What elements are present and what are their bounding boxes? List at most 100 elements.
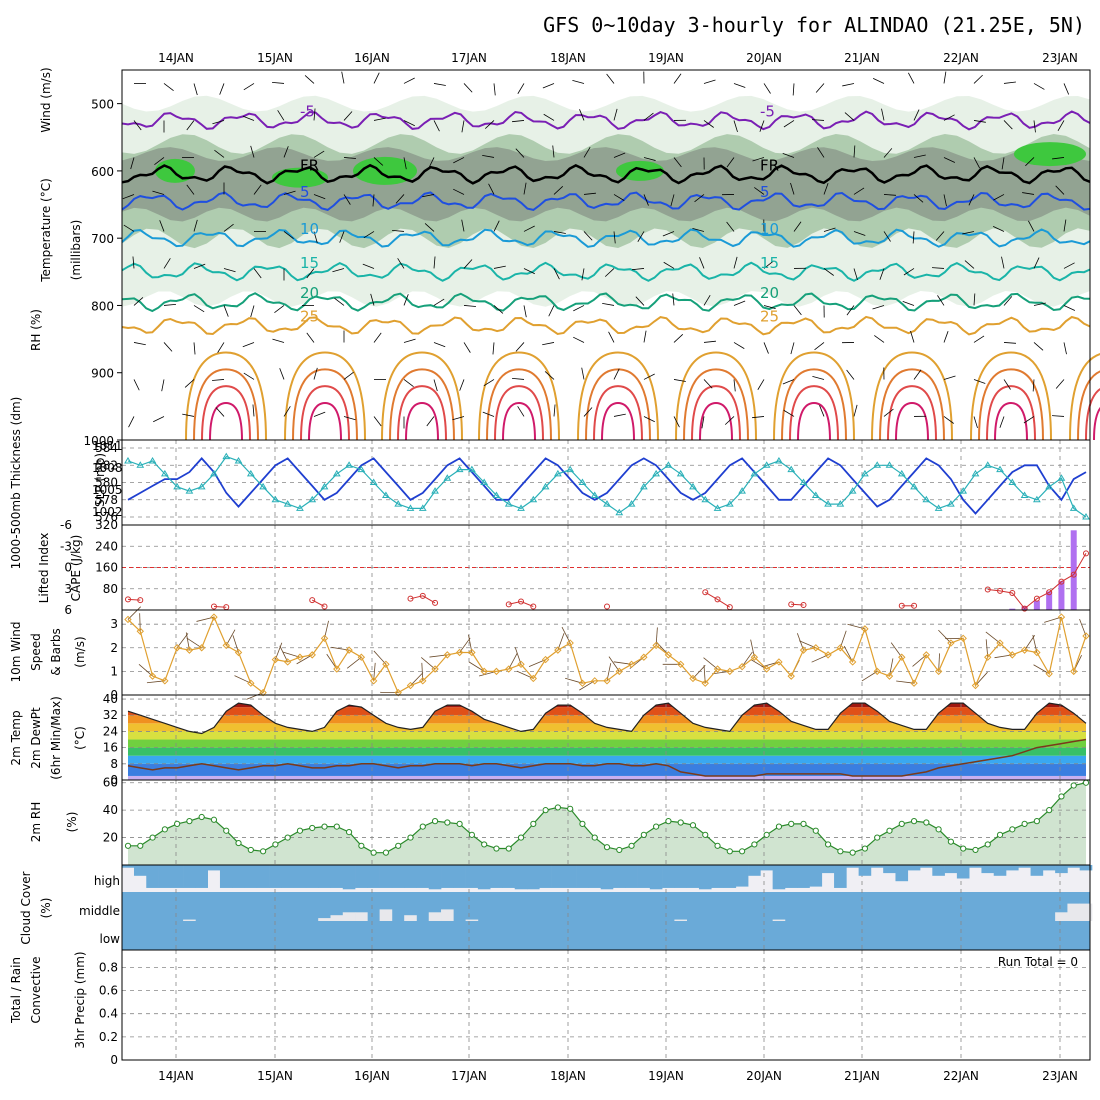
cloud-bar-high [662, 865, 675, 888]
ytick-left: -6 [60, 518, 72, 532]
wind-speed-point [676, 660, 685, 669]
thickness-point [1020, 491, 1029, 498]
rh-point [223, 827, 230, 834]
wind-barb [161, 379, 165, 392]
cloud-bar-middle [355, 912, 368, 921]
wind-barb [186, 184, 195, 195]
wind-barb [872, 305, 885, 310]
wind-barb [461, 219, 465, 232]
wind-barb-10m [703, 657, 718, 670]
wind-barb [283, 231, 294, 239]
rh-point [1070, 782, 1077, 789]
isotherm-10 [121, 228, 1091, 248]
wind-barb [426, 416, 435, 427]
wind-barb [523, 182, 527, 195]
thickness-point [529, 495, 538, 503]
wind-barb [283, 406, 291, 417]
rh-point [837, 848, 844, 855]
surface-isotherm [201, 385, 251, 441]
surface-isotherm [1069, 353, 1100, 441]
wind-speed-point [283, 658, 292, 666]
rh-point [603, 844, 611, 851]
wind-speed-point [1033, 648, 1041, 657]
wind-barb [403, 77, 415, 84]
ytick-left: 580 [95, 476, 118, 490]
wind-speed-point [787, 672, 795, 680]
ylabel-thickness: 1000-500mb Thickness (dm) [9, 397, 23, 570]
ytick: 0 [110, 773, 118, 787]
cloud-bar-high [293, 865, 307, 888]
rh-point [996, 831, 1004, 838]
cloud-bar-high [465, 865, 479, 888]
rh-point [530, 820, 537, 827]
thickness-point [1069, 504, 1078, 511]
cloud-bar-high [391, 865, 405, 888]
cloud-bar-high [1055, 865, 1068, 874]
cloud-bar-high [563, 865, 577, 888]
thickness-point [811, 491, 820, 498]
wind-barb [395, 194, 405, 204]
rh-point [370, 849, 377, 856]
wind-speed-point [541, 655, 550, 664]
rh-point [395, 842, 402, 849]
rh-point [702, 831, 709, 838]
wind-barb [1032, 379, 1035, 392]
cloud-bar-high [527, 865, 540, 890]
wind-barb [392, 230, 405, 232]
wind-barb [223, 268, 236, 273]
surface-isotherm [284, 351, 366, 441]
wind-barb [908, 72, 915, 84]
surface-isotherm [389, 368, 455, 441]
wind-barb [186, 120, 195, 131]
xtick-label-top: 21JAN [844, 51, 880, 65]
rh-point [591, 834, 598, 841]
wind-barb [428, 157, 435, 169]
ylabel-temp-3: (6hr Min/Max) [49, 696, 63, 780]
thickness-point [983, 461, 992, 468]
wind-speed-point [455, 648, 464, 657]
xtick-label-bottom: 20JAN [746, 1069, 782, 1083]
rh-area [128, 782, 1086, 865]
ytick: 0 [110, 1053, 118, 1067]
wind-barb [1003, 81, 1016, 84]
surface-isotherm [773, 351, 855, 441]
cloud-level-label: middle [79, 904, 120, 918]
wind-speed-point [222, 641, 230, 650]
cloud-bar-high [698, 865, 712, 890]
ytick-right: 1008 [92, 461, 123, 475]
wind-barb-10m [912, 654, 927, 667]
surface-isotherm [675, 351, 757, 441]
wind-barb [637, 231, 645, 242]
cloud-bar-high [133, 865, 147, 876]
wind-barb [763, 260, 774, 269]
rh-point [1009, 826, 1016, 833]
ytick-left: 578 [95, 493, 118, 507]
wind-barb-10m [565, 677, 583, 684]
cloud-bar-high [711, 865, 724, 888]
wind-barb [1033, 302, 1046, 306]
li-point [432, 599, 439, 606]
wind-barb [424, 223, 435, 232]
wind-barb [853, 231, 866, 236]
wind-barb [703, 379, 713, 389]
ytick: 16 [103, 741, 118, 755]
wind-barb [643, 157, 656, 161]
rh-point [309, 824, 316, 832]
wind-speed-point [554, 646, 562, 654]
thickness-point [1082, 513, 1090, 520]
wind-barb [133, 297, 144, 306]
wind-barb [1025, 157, 1035, 167]
thickness-point [627, 500, 636, 507]
xtick-label-top: 17JAN [451, 51, 487, 65]
wind-barb-10m [861, 671, 878, 682]
thickness-point [848, 487, 857, 494]
wind-barb-10m [561, 626, 571, 644]
wind-barb-10m [839, 630, 847, 648]
cloud-bar-high [895, 865, 909, 882]
thickness-point [947, 500, 955, 507]
cloud-bar-high [809, 865, 823, 887]
wind-speed-point [124, 615, 132, 624]
li-point [419, 592, 426, 599]
rh-point [775, 823, 783, 830]
temp-line [127, 702, 1087, 735]
